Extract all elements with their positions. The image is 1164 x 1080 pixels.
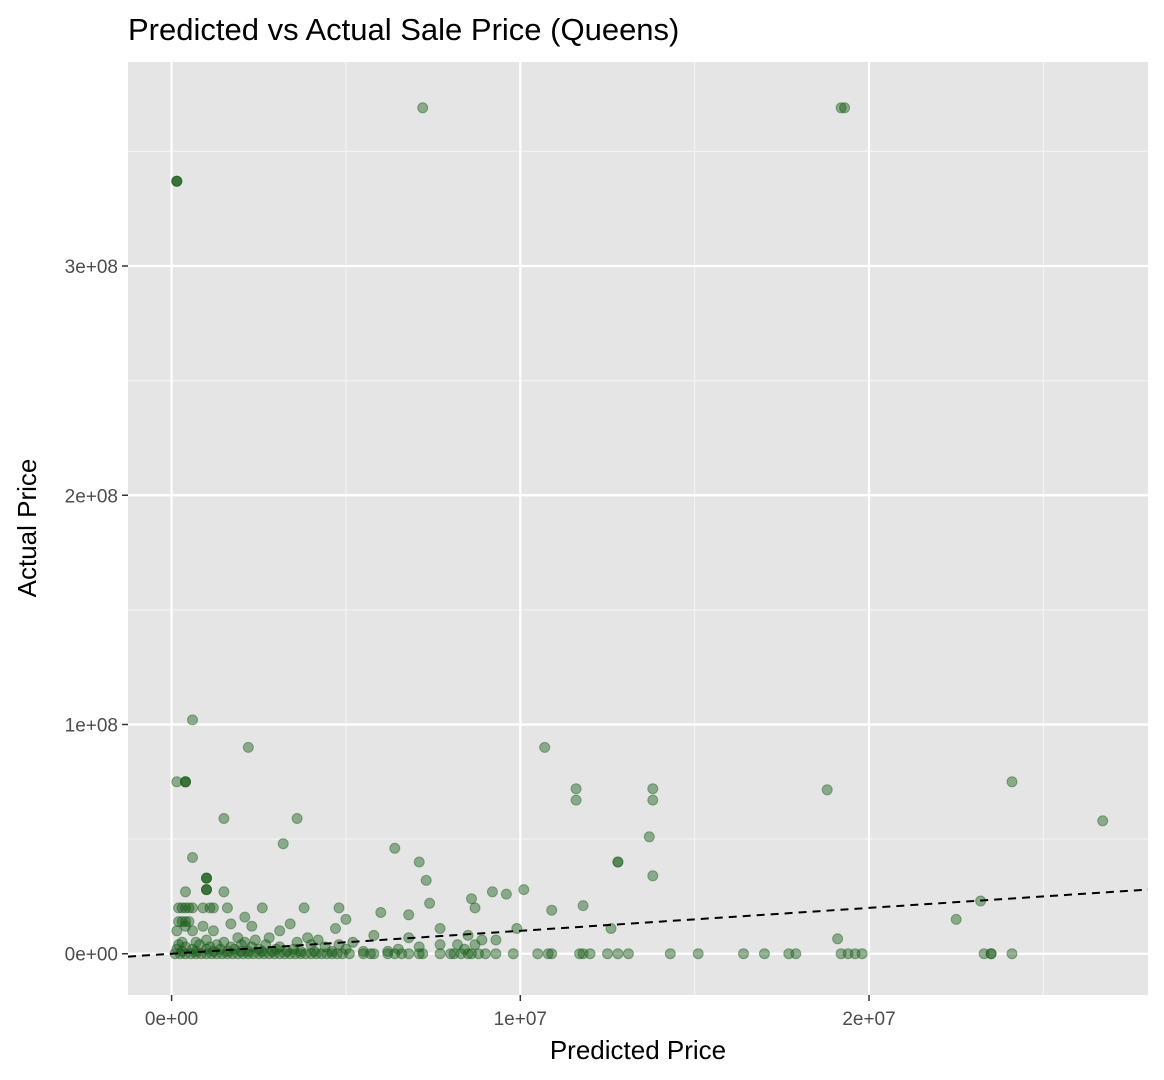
- data-point: [292, 814, 302, 824]
- x-tick-label: 2e+07: [842, 1009, 895, 1030]
- data-point: [603, 949, 613, 959]
- data-point: [418, 949, 428, 959]
- data-point: [376, 908, 386, 918]
- data-point: [188, 903, 198, 913]
- data-point: [331, 924, 341, 934]
- data-point: [648, 784, 658, 794]
- data-point: [299, 903, 309, 913]
- data-point: [219, 887, 229, 897]
- data-point: [222, 903, 232, 913]
- data-point: [571, 784, 581, 794]
- data-point: [1007, 777, 1017, 787]
- data-point: [421, 875, 431, 885]
- data-point: [951, 914, 961, 924]
- data-point: [578, 901, 588, 911]
- data-point: [198, 921, 208, 931]
- data-point: [418, 103, 428, 113]
- data-point: [341, 914, 351, 924]
- data-point: [208, 903, 218, 913]
- data-point: [202, 873, 212, 883]
- chart-title: Predicted vs Actual Sale Price (Queens): [128, 12, 679, 47]
- data-point: [219, 814, 229, 824]
- y-axis-title: Actual Price: [12, 459, 42, 598]
- data-point: [470, 940, 480, 950]
- data-point: [501, 889, 511, 899]
- data-point: [344, 949, 354, 959]
- data-point: [208, 926, 218, 936]
- data-point: [404, 949, 414, 959]
- data-point: [840, 103, 850, 113]
- x-axis: 0e+00 1e+07 2e+07: [145, 995, 896, 1030]
- data-point: [257, 903, 267, 913]
- data-point: [404, 910, 414, 920]
- data-point: [491, 935, 501, 945]
- y-tick-label: 0e+00: [65, 945, 118, 966]
- data-point: [240, 912, 250, 922]
- data-point: [822, 785, 832, 795]
- data-point: [1098, 816, 1108, 826]
- data-point: [508, 949, 518, 959]
- data-point: [435, 924, 445, 934]
- data-point: [540, 742, 550, 752]
- y-tick-label: 1e+08: [65, 715, 118, 736]
- data-point: [480, 949, 490, 959]
- data-point: [181, 777, 191, 787]
- data-point: [491, 949, 501, 959]
- data-point: [202, 885, 212, 895]
- data-point: [188, 715, 198, 725]
- data-point: [547, 949, 557, 959]
- data-point: [533, 949, 543, 959]
- data-point: [1007, 949, 1017, 959]
- data-point: [172, 176, 182, 186]
- data-point: [243, 742, 253, 752]
- data-point: [986, 949, 996, 959]
- data-point: [247, 921, 257, 931]
- data-point: [739, 949, 749, 959]
- data-point: [470, 903, 480, 913]
- data-point: [275, 926, 285, 936]
- data-point: [665, 949, 675, 959]
- data-point: [188, 926, 198, 936]
- data-point: [648, 871, 658, 881]
- data-point: [613, 857, 623, 867]
- data-point: [857, 949, 867, 959]
- data-point: [759, 949, 769, 959]
- data-point: [512, 924, 522, 934]
- data-point: [833, 934, 843, 944]
- data-point: [487, 887, 497, 897]
- y-tick-label: 3e+08: [65, 257, 118, 278]
- data-point: [285, 919, 295, 929]
- data-point: [693, 949, 703, 959]
- data-point: [334, 903, 344, 913]
- data-point: [519, 885, 529, 895]
- data-point: [571, 795, 581, 805]
- data-point: [414, 857, 424, 867]
- y-tick-label: 2e+08: [65, 486, 118, 507]
- data-point: [547, 905, 557, 915]
- data-point: [181, 887, 191, 897]
- data-point: [188, 853, 198, 863]
- data-point: [390, 843, 400, 853]
- data-point: [623, 949, 633, 959]
- data-point: [435, 940, 445, 950]
- x-axis-title: Predicted Price: [550, 1035, 726, 1065]
- data-point: [226, 919, 236, 929]
- data-point: [278, 839, 288, 849]
- data-point: [467, 894, 477, 904]
- data-point: [369, 930, 379, 940]
- data-point: [425, 898, 435, 908]
- data-point: [648, 795, 658, 805]
- data-point: [791, 949, 801, 959]
- data-point: [585, 949, 595, 959]
- y-axis: 0e+00 1e+08 2e+08 3e+08: [65, 257, 128, 966]
- x-tick-label: 0e+00: [145, 1009, 198, 1030]
- x-tick-label: 1e+07: [494, 1009, 547, 1030]
- data-point: [369, 949, 379, 959]
- plot-panel: [128, 62, 1148, 995]
- data-point: [172, 926, 182, 936]
- data-point: [644, 832, 654, 842]
- data-point: [435, 949, 445, 959]
- data-point: [613, 949, 623, 959]
